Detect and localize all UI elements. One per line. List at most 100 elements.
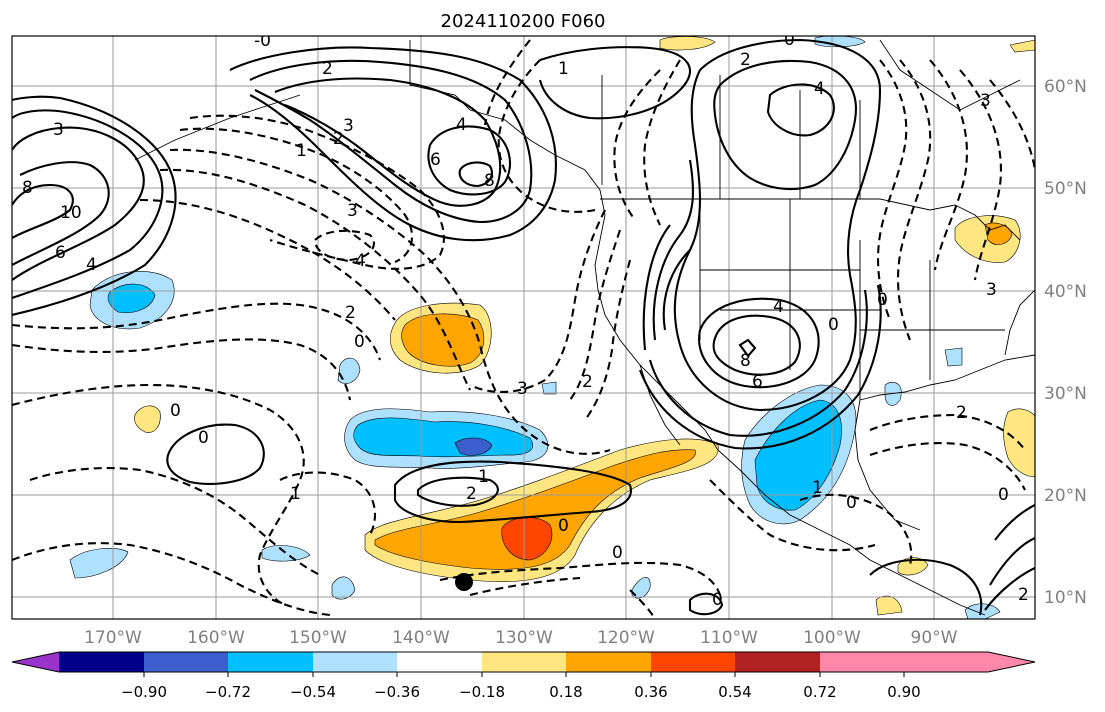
contour-label: 0 <box>558 516 569 536</box>
colorbar: −0.90 −0.72 −0.54 −0.36 −0.18 0.18 0.36 … <box>11 651 1036 701</box>
contour-label: 1 <box>812 478 823 498</box>
contour-line <box>613 69 661 221</box>
contour-line <box>989 79 1035 171</box>
contour-line <box>12 542 331 617</box>
contour-line <box>569 229 621 401</box>
contour-label: 2 <box>1018 585 1029 605</box>
contour-label: 0 <box>846 493 857 513</box>
contour-label: 0 <box>712 590 723 610</box>
contour-line <box>249 59 533 224</box>
central-america <box>869 559 986 616</box>
contour-label: 6 <box>55 243 66 263</box>
contour-line <box>166 423 265 485</box>
contour-line <box>712 314 801 376</box>
contour-label: 0 <box>877 290 888 310</box>
east-coast <box>1004 289 1035 356</box>
contour-label: 3 <box>53 120 64 140</box>
cool-deep <box>454 437 493 456</box>
colorbar-tick-label: −0.18 <box>459 683 505 701</box>
longitude-label: 110°W <box>700 628 758 648</box>
contour-line <box>169 148 611 455</box>
colorbar-outline <box>11 651 1036 673</box>
contour-line <box>12 95 177 317</box>
contour-label: 1 <box>478 467 489 487</box>
contour-line <box>427 125 512 196</box>
contour-label: 10 <box>60 203 82 223</box>
latitude-label: 30°N <box>1044 384 1087 404</box>
colorbar-tick-label: 0.72 <box>803 683 836 701</box>
mexico-coast <box>717 449 871 561</box>
colorbar-tick-label: −0.54 <box>290 683 336 701</box>
contour-label: 4 <box>773 297 784 317</box>
latitude-label: 50°N <box>1044 179 1087 199</box>
mexico-gulf <box>854 399 921 531</box>
contour-label: 3 <box>517 379 528 399</box>
contour-label: 4 <box>86 255 97 275</box>
longitude-label: 170°W <box>84 628 142 648</box>
contour-label: 0 <box>784 30 795 50</box>
contour-label: 4 <box>456 115 467 135</box>
warm-core <box>401 313 485 367</box>
hudson <box>879 39 1021 111</box>
longitude-axis: 170°W 160°W 150°W 140°W 130°W 120°W 110°… <box>84 628 958 648</box>
longitude-label: 130°W <box>495 628 553 648</box>
contour-line <box>159 168 471 391</box>
contour-line <box>189 114 445 270</box>
contour-label: 2 <box>333 129 344 149</box>
contour-label: 8 <box>484 171 495 191</box>
warm-small-2 <box>897 557 929 576</box>
contour-line <box>279 471 377 536</box>
warm-small-3 <box>875 595 903 616</box>
contour-line <box>12 183 74 239</box>
contour-line <box>313 229 375 262</box>
contour-label: 4 <box>814 79 825 99</box>
colorbar-tick-label: −0.36 <box>374 683 420 701</box>
contour-line <box>179 127 414 263</box>
contour-label: 6 <box>752 372 763 392</box>
contour-label: 3 <box>980 91 991 111</box>
contour-line <box>12 383 305 606</box>
us-state-grid <box>699 199 1005 400</box>
contour-labels: -0 2 1 4 4 3 2 3 6 8 10 8 6 4 4 8 6 0 1 … <box>22 30 1029 610</box>
contour-label: 3 <box>343 116 354 136</box>
colorbar-segment <box>59 652 144 672</box>
contour-label: 2 <box>740 50 751 70</box>
contour-label: 2 <box>956 403 967 423</box>
colorbar-segment <box>397 652 482 672</box>
solid-contours <box>12 38 1035 616</box>
location-marker <box>455 573 473 591</box>
contour-label: 8 <box>740 351 751 371</box>
colorbar-segment <box>820 652 904 672</box>
contour-line <box>538 46 691 120</box>
contour-label: 1 <box>558 59 569 79</box>
contour-label: 3 <box>986 280 997 300</box>
contour-label: 0 <box>612 543 623 563</box>
contour-line <box>766 83 835 137</box>
cool-small-7 <box>944 347 963 367</box>
aleutian-islands <box>134 94 301 161</box>
contour-line <box>12 109 164 299</box>
contour-line <box>29 466 321 576</box>
cool-small-4 <box>331 576 356 600</box>
latitude-label: 60°N <box>1044 77 1087 97</box>
colorbar-segment <box>482 652 566 672</box>
contour-line <box>673 38 882 412</box>
contour-label: -0 <box>254 31 271 51</box>
map-area: -0 2 1 4 4 3 2 3 6 8 10 8 6 4 4 8 6 0 1 … <box>12 30 1035 619</box>
latitude-axis: 60°N 50°N 40°N 30°N 20°N 10°N <box>1044 77 1087 608</box>
contour-label: 2 <box>322 59 333 79</box>
contour-label: 0 <box>354 332 365 352</box>
contour-line <box>709 479 876 552</box>
contour-line <box>416 476 499 507</box>
contour-label: 3 <box>347 201 358 221</box>
warm-small-1 <box>134 405 161 433</box>
contour-line <box>929 59 968 271</box>
contour-line <box>139 198 396 321</box>
contour-line <box>643 59 681 226</box>
contour-line <box>713 59 857 191</box>
contour-line <box>12 161 110 266</box>
contour-line <box>584 259 632 421</box>
warm-north <box>659 36 716 51</box>
longitude-label: 150°W <box>289 628 347 648</box>
